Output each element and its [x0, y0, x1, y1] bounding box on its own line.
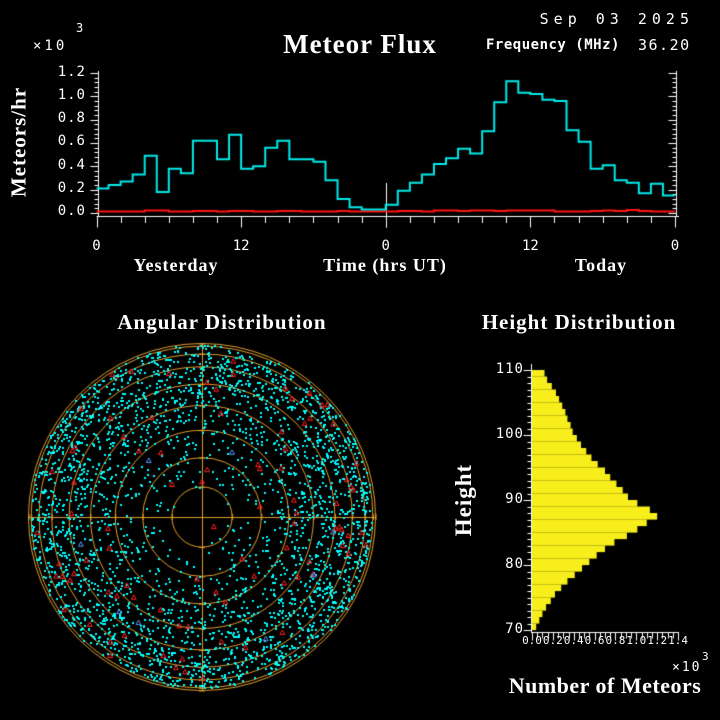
- height-x-axis-label: Number of Meteors: [508, 673, 702, 698]
- angular-distribution-title: Angular Distribution: [117, 310, 327, 334]
- frequency-label: Frequency (MHz): [486, 37, 620, 53]
- height-x-tick-label: 1.4: [668, 634, 688, 647]
- flux-y-tick-label: 1.2: [57, 63, 86, 80]
- height-y-tick-label: 100: [495, 425, 524, 442]
- page-title: Meteor Flux: [283, 29, 437, 59]
- height-x-tick-label: 0.8: [605, 634, 626, 647]
- flux-x-section-label: Time (hrs UT): [323, 255, 447, 275]
- flux-x-tick-label: 12: [232, 238, 250, 254]
- flux-x-tick-label: 0: [92, 238, 101, 254]
- height-y-tick-label: 110: [495, 360, 524, 377]
- flux-x-section-label: Today: [574, 255, 628, 275]
- height-x-tick-label: 1.0: [626, 634, 647, 647]
- frequency-value: 36.20: [638, 36, 691, 54]
- flux-y-tick-label: 0.0: [57, 203, 86, 220]
- height-x-tick-label: 0.6: [584, 634, 605, 647]
- flux-y-axis-label: Meteors/hr: [6, 86, 31, 198]
- flux-y-tick-label: 0.8: [57, 110, 86, 127]
- height-distribution-title: Height Distribution: [481, 310, 677, 334]
- flux-y-tick-label: 0.2: [57, 180, 86, 197]
- height-x-tick-label: 0.4: [563, 634, 584, 647]
- height-x-tick-label: 0.2: [542, 634, 563, 647]
- date-label: Sep 03 2025: [539, 10, 694, 28]
- height-x-scale-exponent: 3: [702, 650, 709, 663]
- flux-y-scale: ×10: [33, 38, 68, 54]
- flux-y-scale-exponent: 3: [76, 21, 84, 35]
- height-y-tick-label: 80: [505, 555, 524, 572]
- height-y-tick-label: 70: [505, 620, 524, 637]
- flux-x-tick-label: 0: [381, 238, 390, 254]
- flux-x-tick-label: 0: [670, 238, 680, 254]
- height-y-tick-label: 90: [505, 490, 524, 507]
- flux-y-tick-label: 1.0: [57, 86, 86, 103]
- height-x-tick-label: 1.2: [647, 634, 668, 647]
- height-x-scale: ×10: [672, 660, 702, 675]
- flux-x-section-label: Yesterday: [133, 255, 219, 275]
- height-y-axis-label: Height: [451, 463, 476, 537]
- flux-y-tick-label: 0.6: [57, 133, 86, 150]
- flux-x-tick-label: 12: [521, 238, 539, 254]
- flux-y-tick-label: 0.4: [57, 156, 86, 173]
- height-x-tick-label: 0.0: [522, 634, 542, 647]
